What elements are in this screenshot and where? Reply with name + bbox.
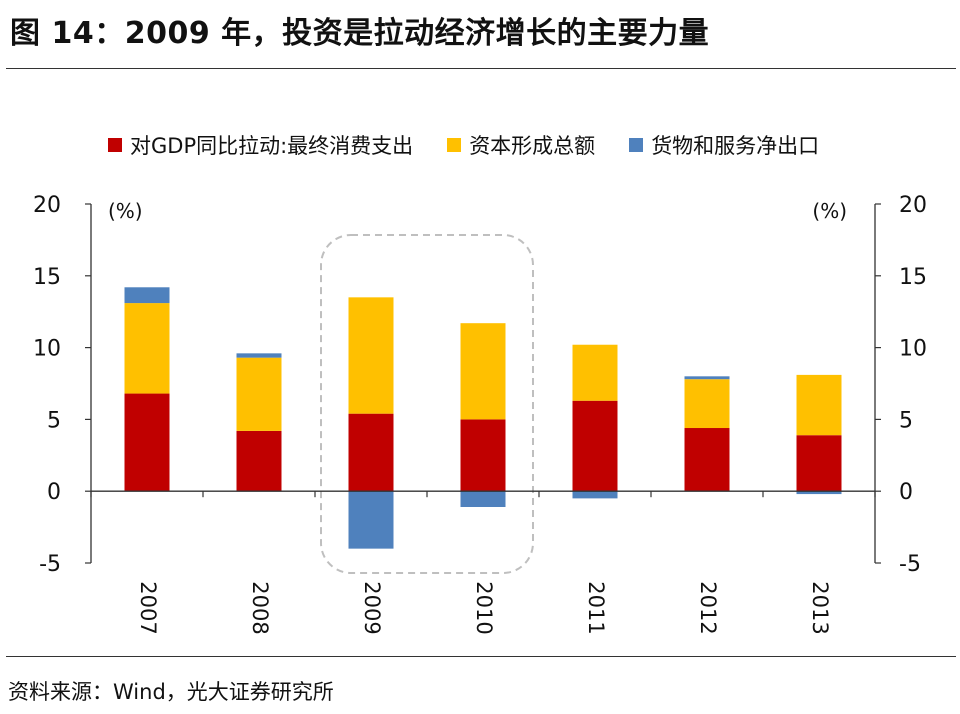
- y-tick-label-left: 0: [47, 480, 61, 505]
- legend-swatch-net-exports: [629, 138, 644, 152]
- bar-consumption-2011: [572, 400, 618, 492]
- x-tick-label-2013: 2013: [808, 581, 832, 634]
- x-tick-label-2011: 2011: [584, 581, 608, 634]
- legend-item-capital: 资本形成总额: [447, 130, 595, 160]
- title-divider: [6, 68, 956, 69]
- bar-consumption-2008: [236, 430, 282, 492]
- bar-consumption-2012: [684, 428, 730, 492]
- bar-consumption-2013: [796, 435, 842, 492]
- x-tick-label-2012: 2012: [696, 581, 720, 634]
- bar-capital-2013: [796, 374, 842, 436]
- bar-net_exports-2013: [796, 491, 842, 495]
- highlight-box-2009-2010: [320, 234, 534, 574]
- y-tick-label-left: 5: [47, 408, 61, 433]
- y-tick-label-right: 15: [899, 265, 927, 290]
- bar-consumption-2007: [124, 393, 170, 492]
- source-note: 资料来源：Wind，光大证券研究所: [8, 680, 334, 704]
- bar-consumption-2010: [460, 419, 506, 492]
- y-tick-label-left: 10: [33, 337, 61, 362]
- y-tick-label-right: 20: [899, 193, 927, 218]
- y-unit-label-left: (%): [108, 199, 143, 223]
- bar-net_exports-2007: [124, 287, 170, 304]
- legend-swatch-consumption: [108, 138, 122, 152]
- source-divider: [6, 656, 956, 657]
- bar-capital-2011: [572, 344, 618, 401]
- bar-capital-2007: [124, 303, 170, 394]
- chart-legend: 对GDP同比拉动:最终消费支出 资本形成总额 货物和服务净出口: [108, 130, 819, 160]
- y-tick-label-left: 20: [33, 193, 61, 218]
- x-tick-label-2009: 2009: [360, 581, 384, 634]
- y-unit-label-right: (%): [812, 199, 847, 223]
- legend-item-net-exports: 货物和服务净出口: [629, 130, 819, 160]
- y-tick-label-right: -5: [899, 552, 921, 577]
- legend-swatch-capital: [447, 138, 462, 152]
- y-tick-label-right: 10: [899, 337, 927, 362]
- x-tick-label-2008: 2008: [248, 581, 272, 634]
- bar-consumption-2009: [348, 413, 394, 492]
- y-tick-label-left: -5: [39, 552, 61, 577]
- legend-label-capital: 资本形成总额: [469, 134, 596, 158]
- bar-net_exports-2011: [572, 491, 618, 499]
- legend-item-consumption: 对GDP同比拉动:最终消费支出: [108, 130, 413, 160]
- bar-net_exports-2012: [684, 376, 730, 380]
- bar-net_exports-2010: [460, 491, 506, 507]
- legend-label-consumption: 对GDP同比拉动:最终消费支出: [130, 134, 414, 158]
- x-tick-label-2010: 2010: [472, 581, 496, 634]
- bar-net_exports-2009: [348, 491, 394, 549]
- bar-capital-2008: [236, 357, 282, 431]
- bar-capital-2010: [460, 323, 506, 420]
- legend-label-net-exports: 货物和服务净出口: [651, 134, 820, 158]
- x-tick-label-2007: 2007: [136, 581, 160, 634]
- y-tick-label-right: 5: [899, 408, 913, 433]
- bar-net_exports-2008: [236, 353, 282, 358]
- bar-capital-2009: [348, 297, 394, 414]
- y-tick-label-right: 0: [899, 480, 913, 505]
- figure-title: 图 14：2009 年，投资是拉动经济增长的主要力量: [10, 16, 710, 51]
- bar-capital-2012: [684, 379, 730, 429]
- y-tick-label-left: 15: [33, 265, 61, 290]
